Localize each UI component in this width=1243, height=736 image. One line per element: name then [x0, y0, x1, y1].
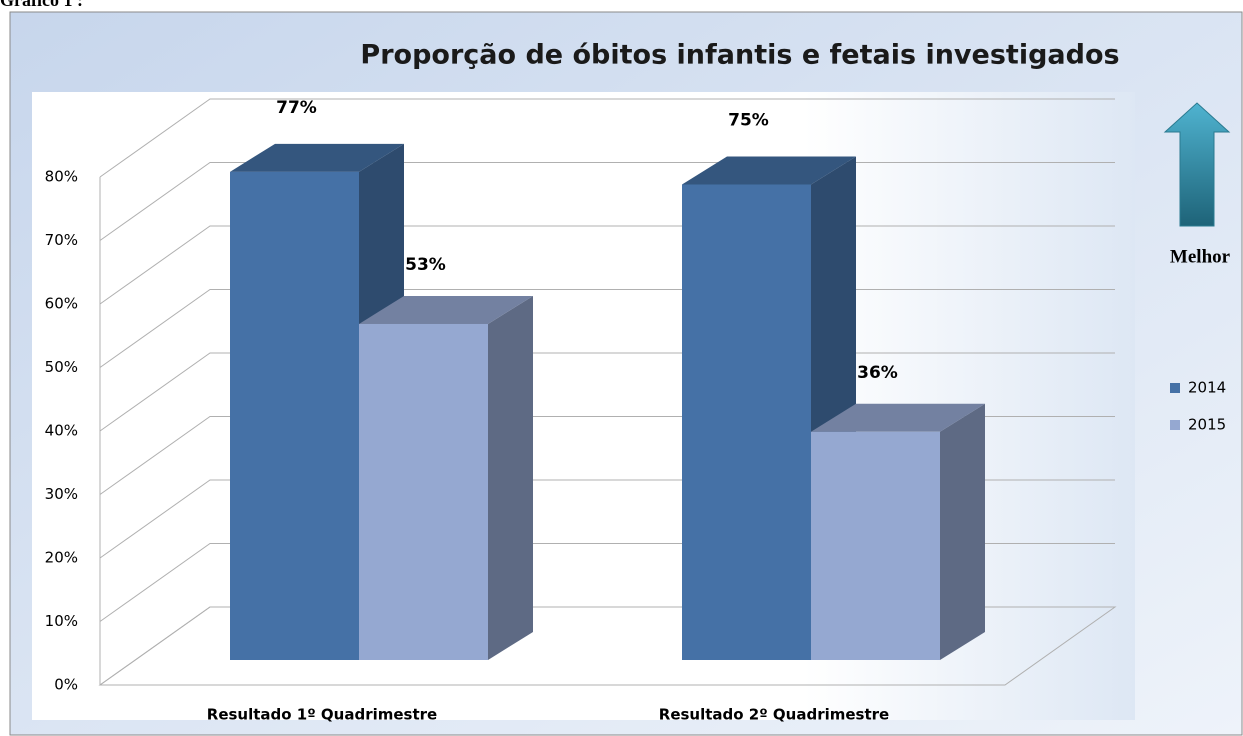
y-tick-label: 10%: [45, 612, 78, 630]
bar-top: [811, 403, 985, 432]
y-tick-label: 0%: [54, 676, 78, 694]
x-tick-label: Resultado 1º Quadrimestre: [207, 706, 437, 724]
caption: Gráfico 1 :: [0, 0, 83, 10]
bar-top: [230, 143, 404, 172]
chart-title: Proporção de óbitos infantis e fetais in…: [360, 40, 1119, 71]
data-label: 75%: [728, 111, 769, 131]
bar: [359, 323, 488, 660]
legend-swatch: [1170, 420, 1180, 430]
y-tick-label: 40%: [45, 422, 78, 440]
better-arrow: [1163, 102, 1231, 227]
bar: [811, 431, 940, 660]
y-tick-label: 20%: [45, 549, 78, 567]
bar-top: [682, 156, 856, 185]
y-tick-label: 80%: [45, 168, 78, 186]
data-label: 77%: [276, 98, 317, 118]
legend-swatch: [1170, 383, 1180, 393]
y-tick-label: 50%: [45, 358, 78, 376]
y-tick-label: 30%: [45, 485, 78, 503]
legend-label: 2014: [1188, 379, 1226, 397]
bar-side: [940, 403, 985, 660]
data-label: 53%: [405, 255, 446, 275]
annotation: Melhor: [1170, 246, 1231, 267]
bar: [230, 171, 359, 660]
data-label: 36%: [857, 363, 898, 383]
bar: [682, 184, 811, 660]
bar-side: [488, 295, 533, 660]
x-tick-label: Resultado 2º Quadrimestre: [659, 706, 889, 724]
bar-top: [359, 295, 533, 324]
grid-line: [99, 98, 1115, 178]
y-tick-label: 60%: [45, 295, 78, 313]
legend-label: 2015: [1188, 416, 1226, 434]
y-tick-label: 70%: [45, 231, 78, 249]
